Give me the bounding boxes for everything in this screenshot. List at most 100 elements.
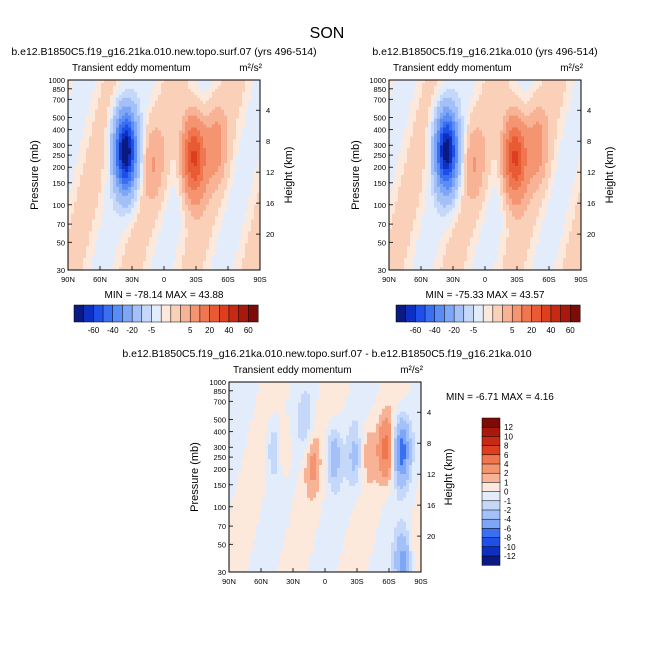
field-cell xyxy=(197,112,201,116)
field-cell xyxy=(257,222,260,226)
field-cell xyxy=(149,124,153,128)
field-cell xyxy=(221,148,225,152)
field-cell xyxy=(113,82,117,87)
field-cell xyxy=(164,109,168,113)
field-cell xyxy=(104,177,108,182)
field-cell xyxy=(218,166,222,170)
field-cell xyxy=(164,261,168,265)
field-cell xyxy=(107,157,111,161)
field-cell xyxy=(146,106,150,110)
field-cell xyxy=(563,115,567,119)
field-cell xyxy=(206,195,210,200)
field-cell xyxy=(542,94,546,99)
field-cell xyxy=(113,80,117,84)
field-cell xyxy=(98,183,102,188)
field-cell xyxy=(179,118,183,122)
field-cell xyxy=(242,219,246,223)
field-cell xyxy=(86,216,90,220)
field-cell xyxy=(206,177,210,182)
field-cell xyxy=(539,82,543,87)
field-cell xyxy=(236,255,240,259)
field-cell xyxy=(206,88,210,93)
field-cell xyxy=(203,255,207,259)
field-cell xyxy=(467,82,471,87)
field-cell xyxy=(215,234,219,238)
field-cell xyxy=(212,258,216,262)
field-cell xyxy=(209,189,213,194)
field-cell xyxy=(179,216,183,220)
field-cell xyxy=(125,124,129,128)
field-cell xyxy=(212,198,216,203)
field-cell xyxy=(71,118,75,122)
field-cell xyxy=(113,189,117,194)
field-cell xyxy=(203,166,207,170)
field-cell xyxy=(470,109,474,113)
field-cell xyxy=(404,100,408,105)
field-cell xyxy=(419,80,423,84)
field-cell xyxy=(71,154,75,158)
field-cell xyxy=(182,207,186,211)
field-cell xyxy=(119,136,123,140)
field-cell xyxy=(113,186,117,191)
field-cell xyxy=(176,192,180,197)
field-cell xyxy=(92,103,96,108)
field-cell xyxy=(218,175,222,179)
field-cell xyxy=(179,249,183,253)
field-cell xyxy=(98,80,102,84)
field-cell xyxy=(407,109,411,113)
field-cell xyxy=(95,252,99,256)
field-cell xyxy=(83,166,87,170)
field-cell xyxy=(389,82,393,87)
field-cell xyxy=(236,201,240,205)
field-cell xyxy=(194,130,198,134)
field-cell xyxy=(92,97,96,102)
field-cell xyxy=(419,112,423,116)
field-cell xyxy=(143,219,147,223)
field-cell xyxy=(248,82,252,87)
field-cell xyxy=(230,192,234,197)
field-cell xyxy=(251,115,255,119)
field-cell xyxy=(176,240,180,244)
field-cell xyxy=(128,183,132,188)
field-cell xyxy=(467,85,471,90)
field-cell xyxy=(143,231,147,235)
field-cell xyxy=(245,82,249,87)
field-cell xyxy=(86,172,90,176)
field-cell xyxy=(212,97,216,102)
field-cell xyxy=(149,267,153,270)
field-cell xyxy=(242,130,246,134)
field-cell xyxy=(161,264,165,268)
field-cell xyxy=(95,121,99,125)
field-cell xyxy=(116,240,120,244)
field-cell xyxy=(137,261,141,265)
field-cell xyxy=(518,112,522,116)
field-cell xyxy=(476,82,480,87)
field-cell xyxy=(512,88,516,93)
field-cell xyxy=(194,204,198,208)
field-cell xyxy=(134,243,138,247)
field-cell xyxy=(176,246,180,250)
field-cell xyxy=(203,231,207,235)
field-cell xyxy=(236,145,240,149)
field-cell xyxy=(140,124,144,128)
field-cell xyxy=(68,234,72,238)
field-cell xyxy=(68,175,72,179)
field-cell xyxy=(116,177,120,182)
field-cell xyxy=(155,228,159,232)
field-cell xyxy=(233,148,237,152)
field-cell xyxy=(212,261,216,265)
field-cell xyxy=(125,192,129,197)
field-cell xyxy=(539,80,543,84)
field-cell xyxy=(185,172,189,176)
field-cell xyxy=(89,198,93,203)
field-cell xyxy=(239,175,243,179)
field-cell xyxy=(107,142,111,146)
field-cell xyxy=(536,106,540,110)
field-cell xyxy=(170,219,174,223)
field-cell xyxy=(176,169,180,173)
field-cell xyxy=(107,103,111,108)
field-cell xyxy=(113,216,117,220)
field-cell xyxy=(122,207,126,211)
field-cell xyxy=(509,88,513,93)
